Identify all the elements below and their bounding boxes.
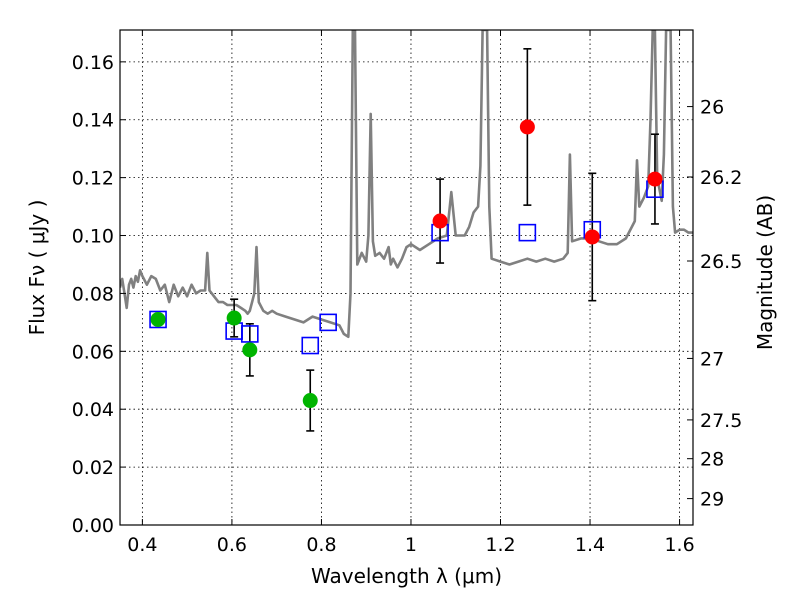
data-point-marker xyxy=(242,342,258,358)
spectrum-series xyxy=(120,30,693,339)
spectrum-line xyxy=(120,30,693,339)
data-point-marker xyxy=(226,310,242,326)
axis-labels: Wavelength λ (μm) Flux Fν ( μJy ) Magnit… xyxy=(25,195,777,588)
data-point-marker xyxy=(519,119,535,135)
model-photometry-series xyxy=(149,180,664,355)
model-square-marker xyxy=(301,336,320,355)
right-tick-label: 27 xyxy=(700,348,724,370)
right-tick-label: 28 xyxy=(700,449,724,471)
model-square-marker xyxy=(319,313,337,332)
y-tick-label: 0.06 xyxy=(72,341,114,363)
x-tick-label: 1.6 xyxy=(664,534,694,556)
data-point-marker xyxy=(302,393,318,409)
x-tick-label: 0.8 xyxy=(306,534,336,556)
y-tick-label: 0.00 xyxy=(72,515,114,537)
y-tick-label: 0.04 xyxy=(72,399,114,421)
observed-photometry-series xyxy=(150,119,663,409)
x-tick-label: 1.4 xyxy=(575,534,605,556)
right-tick-label: 26 xyxy=(700,97,724,119)
data-point-marker xyxy=(584,229,600,245)
x-tick-label: 0.4 xyxy=(127,534,157,556)
y-tick-label: 0.10 xyxy=(72,226,114,248)
y-tick-label: 0.08 xyxy=(72,283,114,305)
right-tick-label: 29 xyxy=(700,489,724,511)
data-point-marker xyxy=(647,171,663,187)
data-point-marker xyxy=(432,213,448,229)
x-axis-label: Wavelength λ (μm) xyxy=(311,564,502,588)
y-tick-label: 0.02 xyxy=(72,457,114,479)
right-tick-label: 26.2 xyxy=(700,167,742,189)
model-square-marker xyxy=(149,310,167,329)
y-axis-label: Flux Fν ( μJy ) xyxy=(25,200,49,336)
right-tick-label: 27.5 xyxy=(700,410,742,432)
x-tick-label: 1.2 xyxy=(485,534,515,556)
axis-ticks: 0.4 0.6 0.8 1 1.2 1.4 1.6 0.00 0.02 0.04 0.06 0.08 0… xyxy=(72,30,742,556)
model-square-marker xyxy=(241,325,259,343)
x-tick-label: 0.6 xyxy=(217,534,247,556)
x-tick-label: 1 xyxy=(405,534,417,556)
y-tick-label: 0.12 xyxy=(72,168,114,190)
right-axis-label: Magnitude (AB) xyxy=(753,195,777,350)
model-square-marker xyxy=(518,223,537,242)
plot-frame xyxy=(119,29,694,526)
y-tick-label: 0.14 xyxy=(72,110,114,132)
right-tick-label: 26.5 xyxy=(700,251,742,273)
y-tick-label: 0.16 xyxy=(72,52,114,74)
data-point-marker xyxy=(150,311,166,327)
